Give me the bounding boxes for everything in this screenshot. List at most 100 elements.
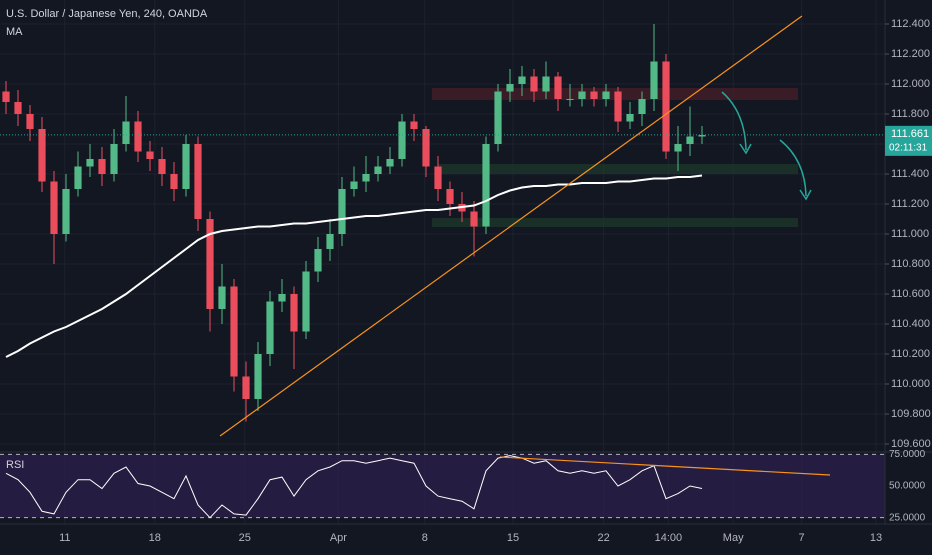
y-tick-label: 109.600 xyxy=(891,438,931,450)
candle-body xyxy=(326,234,334,249)
candle-body xyxy=(122,121,130,144)
y-tick-label: 111.000 xyxy=(891,228,929,240)
candle-body xyxy=(374,166,382,174)
arrow xyxy=(721,91,747,151)
candle-body xyxy=(362,174,370,182)
x-tick-label: 25 xyxy=(239,532,251,544)
candle-body xyxy=(638,99,646,114)
candle-body xyxy=(242,376,250,399)
candle-body xyxy=(446,189,454,204)
candle-body xyxy=(230,286,238,377)
arrow-head xyxy=(739,143,752,155)
candle-body xyxy=(698,135,706,137)
y-tick-label: 110.800 xyxy=(891,258,930,270)
support-zone xyxy=(438,164,798,174)
candle-body xyxy=(170,174,178,189)
y-tick-label: 109.800 xyxy=(891,408,931,420)
candle-body xyxy=(74,166,82,189)
y-tick-label: 110.600 xyxy=(891,288,930,300)
rsi-line xyxy=(5,455,703,519)
candle-body xyxy=(26,114,34,129)
rsi-band xyxy=(0,454,885,518)
candle-body xyxy=(2,91,10,102)
x-tick-label: 18 xyxy=(149,532,161,544)
x-tick-label: 7 xyxy=(799,532,805,544)
moving-average xyxy=(5,174,703,358)
candle-body xyxy=(386,159,394,167)
axes: 109.600 109.800 110.000 110.200 110.400 110.6… xyxy=(59,18,932,544)
countdown-label: 02:11:31 xyxy=(889,142,928,153)
candle-body xyxy=(494,91,502,144)
candle-body xyxy=(530,76,538,92)
candle-body xyxy=(650,61,658,99)
x-tick-label: Apr xyxy=(330,532,347,544)
candle-body xyxy=(614,91,622,122)
x-tick-label: May xyxy=(723,532,744,544)
candle-body xyxy=(254,354,262,399)
candle-body xyxy=(314,249,322,272)
candle-body xyxy=(338,189,346,234)
y-tick-label: 111.800 xyxy=(891,108,929,120)
overlay-legend: MA xyxy=(6,26,23,38)
candle-body xyxy=(518,76,526,84)
trendline xyxy=(219,15,803,437)
candle-body xyxy=(110,144,118,174)
candle-body xyxy=(470,211,478,227)
candle-body xyxy=(566,99,574,100)
current-price-badge xyxy=(885,125,932,156)
y-tick-label: 110.200 xyxy=(891,348,930,360)
arrow xyxy=(779,139,807,197)
x-tick-label: 8 xyxy=(422,532,428,544)
candle-body xyxy=(542,76,550,92)
candle-body xyxy=(194,144,202,219)
chart-title: U.S. Dollar / Japanese Yen, 240, OANDA xyxy=(6,8,208,20)
candle-body xyxy=(158,159,166,174)
candle-body xyxy=(302,271,310,332)
x-tick-label: 14:00 xyxy=(655,532,683,544)
candle-body xyxy=(146,151,154,159)
candle-body xyxy=(674,144,682,152)
candle-body xyxy=(422,129,430,167)
rsi-legend: RSI xyxy=(6,459,24,471)
x-tick-label: 11 xyxy=(59,532,70,544)
candle-body xyxy=(554,76,562,99)
y-tick-label: 112.000 xyxy=(891,78,930,90)
candle-body xyxy=(686,136,694,144)
y-tick-label: 111.400 xyxy=(891,168,929,180)
y-tick-label: 110.000 xyxy=(891,378,930,390)
support-zone xyxy=(432,218,798,227)
candle-body xyxy=(266,301,274,354)
rsi-tick-label: 50.0000 xyxy=(889,481,926,492)
candle-body xyxy=(98,159,106,174)
candle-body xyxy=(182,144,190,189)
y-tick-label: 112.400 xyxy=(891,18,930,30)
rsi-trendline xyxy=(499,456,831,476)
x-tick-label: 22 xyxy=(597,532,609,544)
candle-body xyxy=(578,91,586,99)
plot xyxy=(0,24,885,422)
candle-body xyxy=(38,129,46,182)
candle-body xyxy=(434,166,442,189)
x-tick-label: 15 xyxy=(507,532,519,544)
candle-body xyxy=(14,102,22,114)
candle-body xyxy=(590,91,598,99)
candle-body xyxy=(290,294,298,332)
candle-body xyxy=(206,219,214,309)
x-tick-label: 13 xyxy=(870,532,882,544)
candle-body xyxy=(662,61,670,152)
rsi-panel xyxy=(0,453,885,519)
candle-body xyxy=(62,189,70,234)
y-tick-label: 110.400 xyxy=(891,318,930,330)
arrow-head xyxy=(799,189,812,201)
candle-body xyxy=(626,114,634,122)
candle-body xyxy=(218,286,226,309)
rsi-tick-label: 25.0000 xyxy=(889,512,926,523)
candle-body xyxy=(278,294,286,302)
y-tick-label: 111.200 xyxy=(891,198,929,210)
candle-body xyxy=(398,121,406,159)
candle-body xyxy=(482,144,490,227)
candle-body xyxy=(134,121,142,152)
candle-body xyxy=(506,84,514,92)
candle-body xyxy=(410,121,418,129)
